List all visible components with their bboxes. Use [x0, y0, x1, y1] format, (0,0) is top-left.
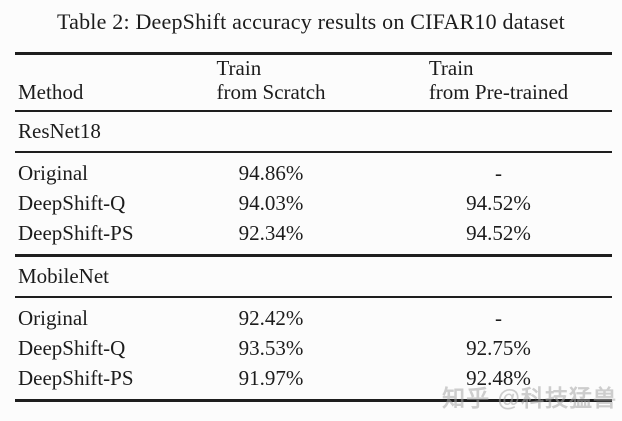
table-row: Original 92.42% -	[0, 303, 622, 333]
section-header-resnet18: ResNet18	[0, 112, 622, 151]
method-cell: DeepShift-Q	[18, 190, 126, 215]
scratch-value-cell: 92.42%	[238, 305, 304, 330]
method-cell: DeepShift-PS	[18, 220, 134, 245]
header-divider-rule	[15, 110, 612, 112]
pretrained-value-cell: -	[495, 160, 502, 185]
pretrained-value-cell: 92.75%	[466, 335, 531, 360]
column-header-train-pretrained: Train from Pre-trained	[362, 56, 622, 105]
mobilenet-rows: Original 92.42% - DeepShift-Q 93.53% 92.…	[0, 298, 622, 399]
section-divider-rule	[15, 296, 612, 298]
method-cell: Original	[18, 160, 88, 185]
table-caption: Table 2: DeepShift accuracy results on C…	[57, 9, 565, 34]
scratch-value-cell: 91.97%	[238, 365, 304, 390]
method-cell: Original	[18, 305, 88, 330]
section-separator-rule	[15, 254, 612, 257]
scratch-value-cell: 93.53%	[238, 335, 304, 360]
table-row: Original 94.86% -	[0, 158, 622, 188]
section-name: MobileNet	[18, 264, 109, 288]
scratch-value-cell: 92.34%	[238, 220, 304, 245]
table-row: DeepShift-PS 91.97% 92.48%	[0, 363, 622, 393]
table-row: DeepShift-PS 92.34% 94.52%	[0, 218, 622, 248]
column-header-train-scratch: Train from Scratch	[180, 56, 362, 105]
table-row: DeepShift-Q 94.03% 94.52%	[0, 188, 622, 218]
header-train-pretrained-line1: Train	[428, 56, 474, 80]
table-bottom-rule	[15, 399, 612, 402]
header-train-pretrained-line2: from Pre-trained	[428, 80, 569, 104]
section-name: ResNet18	[18, 119, 101, 143]
scratch-value-cell: 94.03%	[238, 190, 304, 215]
section-header-mobilenet: MobileNet	[0, 257, 622, 296]
header-train-scratch-line2: from Scratch	[216, 80, 326, 104]
section-divider-rule	[15, 151, 612, 153]
table-row: DeepShift-Q 93.53% 92.75%	[0, 333, 622, 363]
pretrained-value-cell: 94.52%	[466, 220, 531, 245]
column-header-method: Method	[18, 80, 84, 104]
method-cell: DeepShift-Q	[18, 335, 126, 360]
table-header-row: Method Train from Scratch Train from Pre…	[0, 55, 622, 110]
header-train-scratch-line1: Train	[216, 56, 262, 80]
resnet18-rows: Original 94.86% - DeepShift-Q 94.03% 94.…	[0, 153, 622, 254]
pretrained-value-cell: -	[495, 305, 502, 330]
method-cell: DeepShift-PS	[18, 365, 134, 390]
table-top-rule	[15, 52, 612, 55]
pretrained-value-cell: 94.52%	[466, 190, 531, 215]
pretrained-value-cell: 92.48%	[466, 365, 531, 390]
scratch-value-cell: 94.86%	[238, 160, 304, 185]
